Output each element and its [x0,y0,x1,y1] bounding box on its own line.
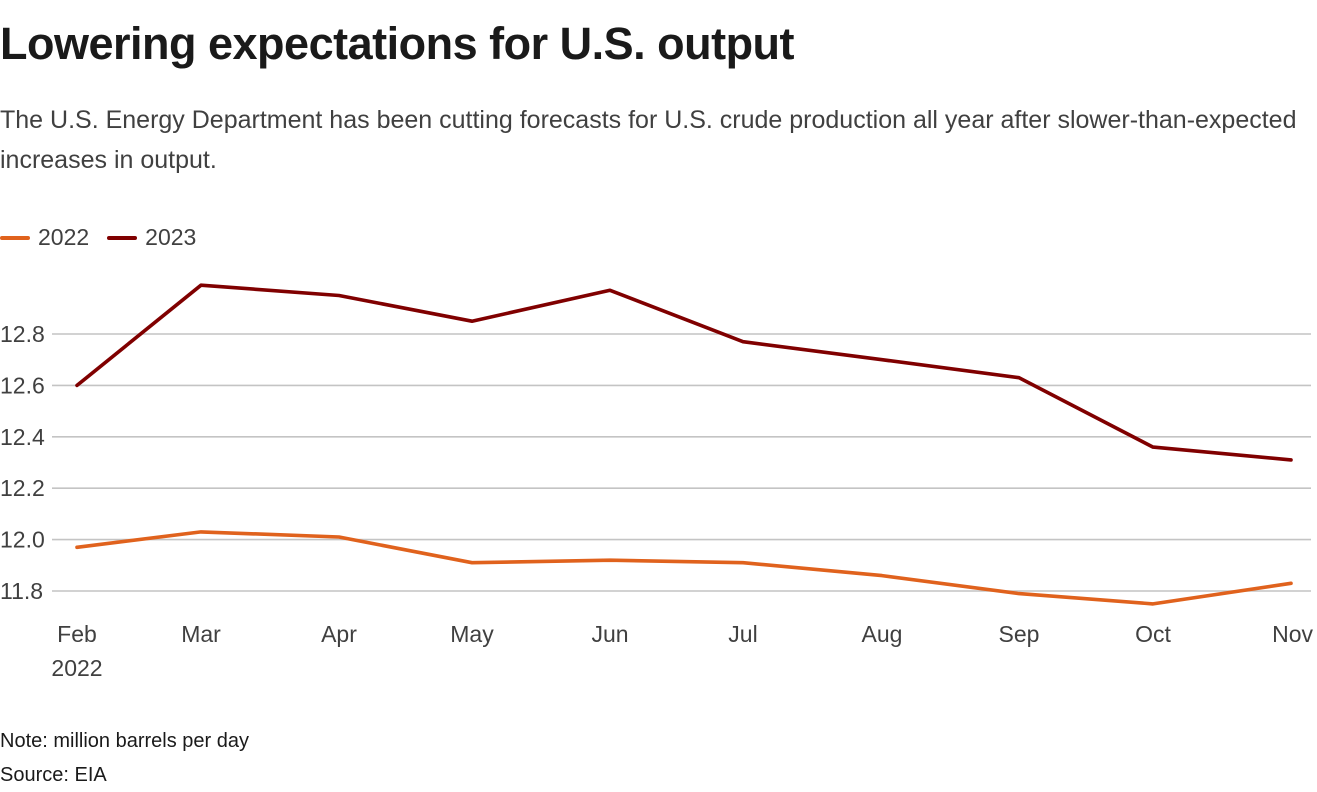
legend-swatch-2022 [0,235,30,240]
x-tick-label: Jun [591,621,628,647]
chart-title: Lowering expectations for U.S. output [0,18,795,69]
legend-label-2022: 2022 [38,224,90,250]
x-tick-label: Sep [999,621,1040,647]
y-tick-label: 12.0 [0,527,45,553]
legend-swatch-2023 [107,235,138,240]
series-lines [75,283,1293,606]
y-tick-label: 11.8 [0,578,43,604]
x-tick-label: Aug [862,621,903,647]
x-tick-label: Mar [181,621,221,647]
x-tick-label: Nov [1272,621,1313,647]
y-tick-label: 12.2 [0,475,45,501]
y-tick-label: 12.6 [0,372,45,398]
series-line-2022 [75,530,1293,606]
legend-item-2022: 2022 [0,224,89,251]
x-tick-sublabel: 2022 [51,655,102,681]
x-tick-label: Feb [57,621,97,647]
gridlines [52,333,1311,592]
x-axis-ticks: Feb Mar Apr May Jun Jul Aug Sep Oct Nov 2022 [51,621,1313,681]
x-tick-label: Apr [321,621,357,647]
chart-note: Note: million barrels per day [0,730,249,752]
x-tick-label: May [450,621,494,647]
x-tick-label: Oct [1135,621,1171,647]
y-tick-label: 12.8 [0,321,45,347]
y-tick-label: 12.4 [0,424,45,450]
chart-subtitle: The U.S. Energy Department has been cutt… [0,106,1297,174]
legend-item-2023: 2023 [107,224,196,251]
x-tick-label: Jul [728,621,757,647]
series-line-2023 [75,283,1293,462]
y-axis-ticks: 11.8 12.0 12.2 12.4 12.6 12.8 [0,321,45,604]
legend-label-2023: 2023 [145,224,197,250]
legend: 2022 2023 [0,224,214,251]
chart-source: Source: EIA [0,764,107,786]
